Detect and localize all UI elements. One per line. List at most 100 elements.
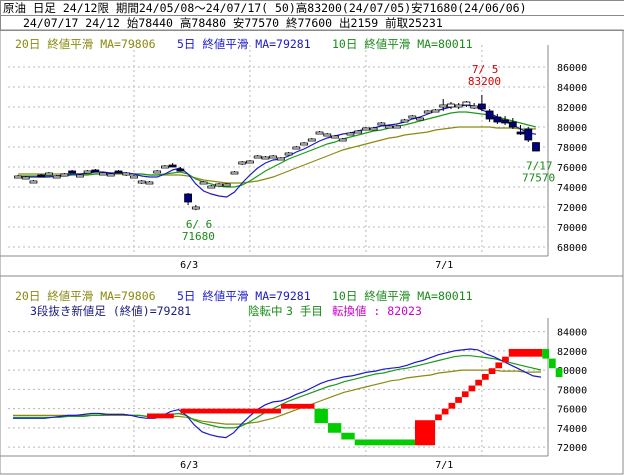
candlestick-panel: 68000 70000 72000 74000 76000 78000 80000 82000… bbox=[0, 45, 587, 271]
candle-body bbox=[21, 176, 30, 180]
sanpe-conversion: 転換値 : 82023 bbox=[332, 304, 422, 318]
sanpe-brick bbox=[495, 362, 503, 369]
x-tick-label: 6/3 bbox=[180, 460, 198, 471]
candle-body bbox=[106, 173, 115, 177]
y-tick-label: 84000 bbox=[557, 328, 587, 339]
candle-body bbox=[331, 135, 339, 139]
sanpe-brick bbox=[354, 439, 415, 446]
candle-body bbox=[91, 169, 100, 173]
sanpe-label: 3段抜き新値足 (終値)=79281 bbox=[30, 304, 192, 318]
candle-body bbox=[462, 101, 471, 106]
x-tick-label: 7/1 bbox=[435, 260, 453, 271]
sanpe-brick bbox=[147, 413, 174, 419]
candle-body bbox=[477, 103, 486, 110]
candle-body bbox=[501, 119, 509, 124]
y-tick-label: 78000 bbox=[557, 143, 587, 154]
candle-body bbox=[439, 104, 448, 108]
y-tick-label: 76000 bbox=[557, 163, 587, 174]
candle-body bbox=[261, 156, 270, 160]
candle-body bbox=[377, 122, 386, 126]
candle-body bbox=[400, 119, 409, 123]
sanpe-brick bbox=[555, 368, 563, 378]
sanpe-brick bbox=[542, 348, 549, 359]
candle-body bbox=[431, 109, 440, 113]
candle-body bbox=[300, 142, 308, 146]
y-tick-label: 72000 bbox=[557, 443, 587, 454]
sanpe-brick bbox=[415, 420, 436, 446]
sanpe-panel: 72000 74000 76000 78000 80000 82000 84000 6/3 7/… bbox=[0, 318, 587, 471]
y-tick-label: 70000 bbox=[557, 223, 587, 234]
annotation-price: 77570 bbox=[522, 171, 555, 184]
candle-body bbox=[137, 180, 146, 184]
sanpe-state: 陰転中 bbox=[248, 304, 283, 318]
sanpe-brick bbox=[281, 403, 315, 409]
y-tick-label: 74000 bbox=[557, 424, 587, 435]
y-tick-label: 74000 bbox=[557, 183, 587, 194]
candle-body bbox=[508, 121, 517, 128]
candle-body bbox=[75, 174, 84, 178]
legend-top-ma5: 5日 終値平滑 MA=79281 bbox=[177, 37, 311, 51]
candle-body bbox=[145, 181, 154, 185]
x-tick-label: 6/3 bbox=[180, 260, 198, 271]
y-tick-label: 78000 bbox=[557, 385, 587, 396]
sanpe-brick bbox=[435, 414, 442, 421]
legend-bottom-ma20: 20日 終値平滑 MA=79806 bbox=[15, 289, 156, 303]
candle-body bbox=[385, 125, 394, 129]
header-line-1: 原油 日足 24/12限 期間24/05/08〜24/07/17( 50)高83… bbox=[0, 0, 624, 15]
candle-body bbox=[184, 193, 192, 203]
candle-body bbox=[454, 104, 463, 108]
candle-body bbox=[168, 164, 177, 168]
sanpe-brick bbox=[461, 391, 469, 398]
annotation-date: 7/17 bbox=[526, 159, 553, 172]
sanpe-brick bbox=[488, 368, 496, 374]
sanpe-brick bbox=[549, 358, 556, 369]
candle-body bbox=[362, 127, 370, 131]
y-tick-label: 82000 bbox=[557, 103, 587, 114]
legend-top-ma20: 20日 終値平滑 MA=79806 bbox=[15, 37, 156, 51]
candle-body bbox=[215, 183, 223, 187]
sanpe-brick bbox=[314, 408, 328, 424]
candle-body bbox=[493, 116, 502, 123]
annotation-date: 7/ 5 bbox=[472, 63, 499, 76]
y-tick-label: 80000 bbox=[557, 366, 587, 377]
candle-body bbox=[83, 170, 92, 174]
candle-body bbox=[222, 183, 231, 187]
candle-body bbox=[199, 181, 208, 185]
annotation-price: 71680 bbox=[182, 230, 215, 243]
candle-body bbox=[532, 142, 540, 152]
sanpe-brick bbox=[455, 397, 462, 403]
candle-body bbox=[276, 157, 285, 161]
chart-frame bbox=[0, 29, 624, 475]
candle-body bbox=[346, 132, 355, 136]
sanpe-brick bbox=[508, 348, 543, 357]
y-tick-label: 86000 bbox=[557, 63, 587, 74]
candle-body bbox=[153, 170, 162, 174]
candle-body bbox=[207, 185, 216, 189]
candle-body bbox=[447, 103, 455, 108]
candle-body bbox=[354, 130, 363, 134]
candle-body bbox=[392, 125, 401, 129]
ma5-line bbox=[13, 348, 542, 439]
candle-body bbox=[45, 172, 53, 176]
candle-body bbox=[160, 165, 169, 169]
legend-top-ma10: 10日 終値平滑 MA=80011 bbox=[332, 37, 473, 51]
candle-body bbox=[423, 110, 432, 114]
sanpe-brick bbox=[327, 423, 342, 433]
candle-body bbox=[60, 173, 69, 177]
annotation-date: 6/ 6 bbox=[186, 218, 213, 231]
candle-body bbox=[269, 155, 278, 159]
candle-body bbox=[485, 110, 494, 120]
sanpe-brick bbox=[441, 408, 449, 415]
y-tick-label: 82000 bbox=[557, 347, 587, 358]
candle-body bbox=[29, 180, 38, 184]
candle-body bbox=[68, 170, 77, 174]
candle-body bbox=[292, 146, 301, 150]
sanpe-brick bbox=[180, 408, 281, 414]
y-tick-label: 76000 bbox=[557, 405, 587, 416]
sanpe-brick bbox=[482, 374, 489, 380]
candle-body bbox=[408, 115, 417, 119]
candle-body bbox=[238, 161, 247, 165]
sanpe-brick bbox=[341, 432, 355, 440]
sanpe-brick bbox=[475, 379, 482, 386]
candle-body bbox=[338, 138, 347, 142]
